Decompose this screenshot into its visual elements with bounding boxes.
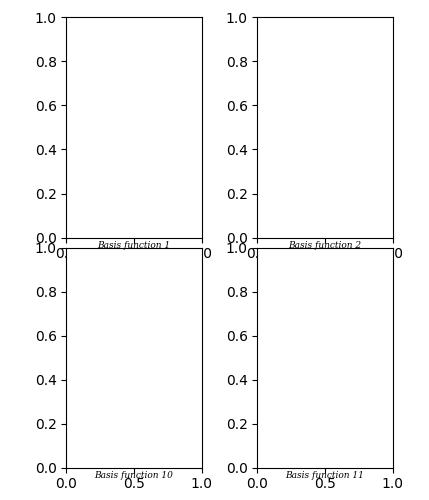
Text: Basis function 2: Basis function 2 [288,240,361,250]
Text: Basis function 1: Basis function 1 [97,240,170,250]
Text: Basis function 11: Basis function 11 [285,470,364,480]
Text: Basis function 10: Basis function 10 [94,470,173,480]
